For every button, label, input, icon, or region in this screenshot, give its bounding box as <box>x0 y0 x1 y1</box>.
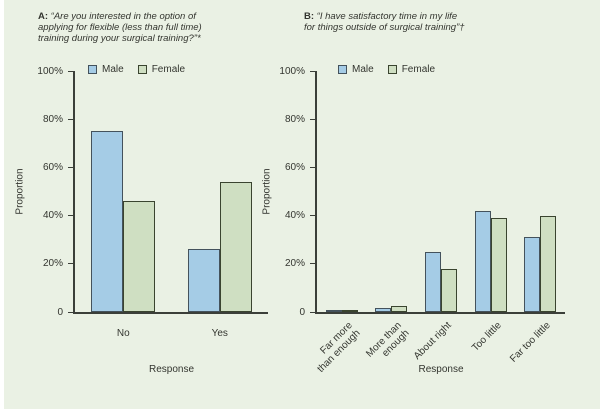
legend-swatch-female <box>137 65 147 74</box>
panel-b-x-axis <box>315 312 565 314</box>
panel-b-y-tick-40: 40% <box>284 210 305 222</box>
panel-b-y-tickmark-80 <box>310 118 315 120</box>
panel-a-y-tickmark-60 <box>68 166 73 168</box>
panel-b-y-tick-100: 100% <box>279 65 305 77</box>
panel-b-y-tickmark-0 <box>310 311 315 313</box>
panel-b-y-axis <box>315 71 317 314</box>
panel-b-y-tick-0: 0 <box>299 306 305 318</box>
panel-a-y-tick-0: 0 <box>57 306 63 318</box>
bar-male-yes <box>187 249 220 312</box>
legend-swatch-male <box>338 65 347 74</box>
panel-b-y-tickmark-20 <box>310 263 315 265</box>
legend-item-male: Male <box>338 64 374 75</box>
panel-a-x-tick-yes: Yes <box>211 328 228 339</box>
bar-female-about-right <box>441 268 457 312</box>
panel-b-y-axis-title: Proportion <box>261 167 273 215</box>
bar-female-too-little <box>490 218 507 312</box>
panel-b-y-tick-80: 80% <box>284 113 305 125</box>
panel-b-y-tickmark-40 <box>310 215 315 217</box>
panel-b-x-axis-title: Response <box>418 364 464 375</box>
bar-male-no <box>91 131 124 312</box>
bar-female-far-too-little <box>540 215 557 312</box>
panel-a-y-tickmark-20 <box>68 263 73 265</box>
panel-b-y-tickmark-60 <box>310 166 315 168</box>
panel-a-y-axis <box>73 71 75 314</box>
panel-b-question: “I have satisfactory time in my life for… <box>304 11 465 33</box>
panel-a-legend: Male Female <box>88 64 185 75</box>
bar-male-more-than-enough <box>375 308 392 312</box>
panel-a-x-axis-title: Response <box>148 364 195 375</box>
panel-a-question: “Are you interested in the option of app… <box>38 11 202 44</box>
panel-a-y-tick-80: 80% <box>42 113 63 125</box>
panel-b-legend: Male Female <box>338 64 435 75</box>
bar-male-too-little <box>474 210 491 312</box>
panel-a-y-tick-100: 100% <box>37 65 63 77</box>
panel-a-x-axis <box>73 312 268 314</box>
panel-a-x-tick-no: No <box>116 328 130 339</box>
bar-female-far-more-than-enough <box>341 309 358 312</box>
bar-female-yes <box>219 181 252 312</box>
bar-male-far-more-than-enough <box>325 310 342 312</box>
bar-male-about-right <box>425 251 441 312</box>
panel-b-y-tickmark-100 <box>310 70 315 72</box>
legend-item-male: Male <box>88 64 124 75</box>
legend-item-female: Female <box>137 64 186 75</box>
panel-b-title: B: “I have satisfactory time in my life … <box>304 11 554 33</box>
legend-swatch-male <box>88 65 97 74</box>
panel-a-label: A: <box>38 11 51 22</box>
panel-a-y-tickmark-80 <box>68 118 73 120</box>
panel-b: B: “I have satisfactory time in my life … <box>4 0 600 409</box>
panel-b-y-tick-60: 60% <box>284 161 305 173</box>
panel-a-y-tickmark-0 <box>68 311 73 313</box>
legend-item-female: Female <box>387 64 436 75</box>
panel-b-y-tick-20: 20% <box>284 258 305 270</box>
panel-a: A: “Are you interested in the option of … <box>4 0 600 409</box>
bar-male-far-too-little <box>524 237 541 312</box>
panel-a-y-tick-20: 20% <box>42 258 63 270</box>
legend-label-male: Male <box>352 64 374 75</box>
panel-a-y-tick-40: 40% <box>42 210 63 222</box>
legend-label-male: Male <box>102 64 124 75</box>
legend-label-female: Female <box>151 64 186 75</box>
figure-canvas: A: “Are you interested in the option of … <box>4 0 600 409</box>
panel-a-title: A: “Are you interested in the option of … <box>38 11 288 44</box>
bar-female-no <box>123 201 156 312</box>
panel-a-y-tickmark-40 <box>68 215 73 217</box>
panel-b-label: B: <box>304 11 317 22</box>
legend-label-female: Female <box>401 64 436 75</box>
panel-a-y-tick-60: 60% <box>42 161 63 173</box>
legend-swatch-female <box>387 65 397 74</box>
bar-female-more-than-enough <box>391 305 408 312</box>
panel-a-y-tickmark-100 <box>68 70 73 72</box>
